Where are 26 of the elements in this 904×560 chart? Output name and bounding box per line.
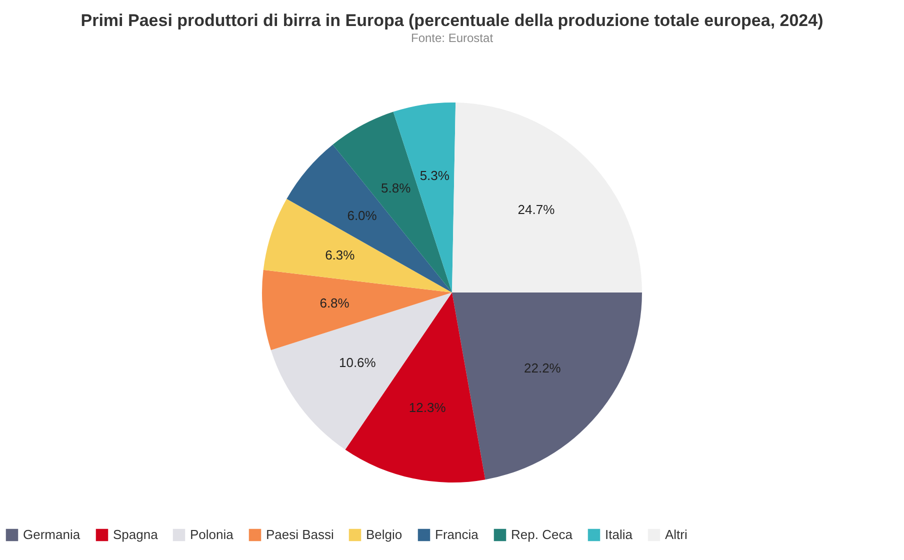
pie-slice — [270, 292, 452, 450]
data-label: 6.0% — [347, 208, 378, 224]
legend-label: Rep. Ceca — [511, 527, 574, 542]
pie-slice — [452, 102, 642, 292]
legend-label: Altri — [665, 527, 688, 542]
legend-label: Belgio — [366, 527, 402, 542]
legend-label: Italia — [605, 527, 634, 542]
pie-slice — [286, 144, 452, 292]
data-label: 22.2% — [524, 360, 562, 376]
data-label: 24.7% — [518, 202, 556, 217]
data-label: 5.8% — [380, 180, 412, 196]
legend-label: Spagna — [113, 527, 159, 542]
data-label: 12.3% — [408, 400, 446, 415]
pie-slice — [263, 198, 452, 292]
legend-label: Francia — [435, 527, 480, 542]
pie-slice — [452, 292, 642, 480]
data-label: 10.6% — [338, 355, 376, 370]
data-label: 6.8% — [320, 296, 350, 311]
data-label: 6.3% — [325, 248, 356, 263]
chart-title: Primi Paesi produttori di birra in Europa (percentuale della produzione totale europea, 2024) — [80, 11, 824, 30]
legend-label: Polonia — [190, 527, 234, 542]
data-label: 5.3% — [420, 168, 450, 183]
legend-label: Paesi Bassi — [266, 527, 334, 542]
legend-label: Germania — [23, 527, 81, 542]
pie-slice — [262, 270, 452, 350]
chart-subtitle: Fonte: Eurostat — [410, 31, 494, 45]
